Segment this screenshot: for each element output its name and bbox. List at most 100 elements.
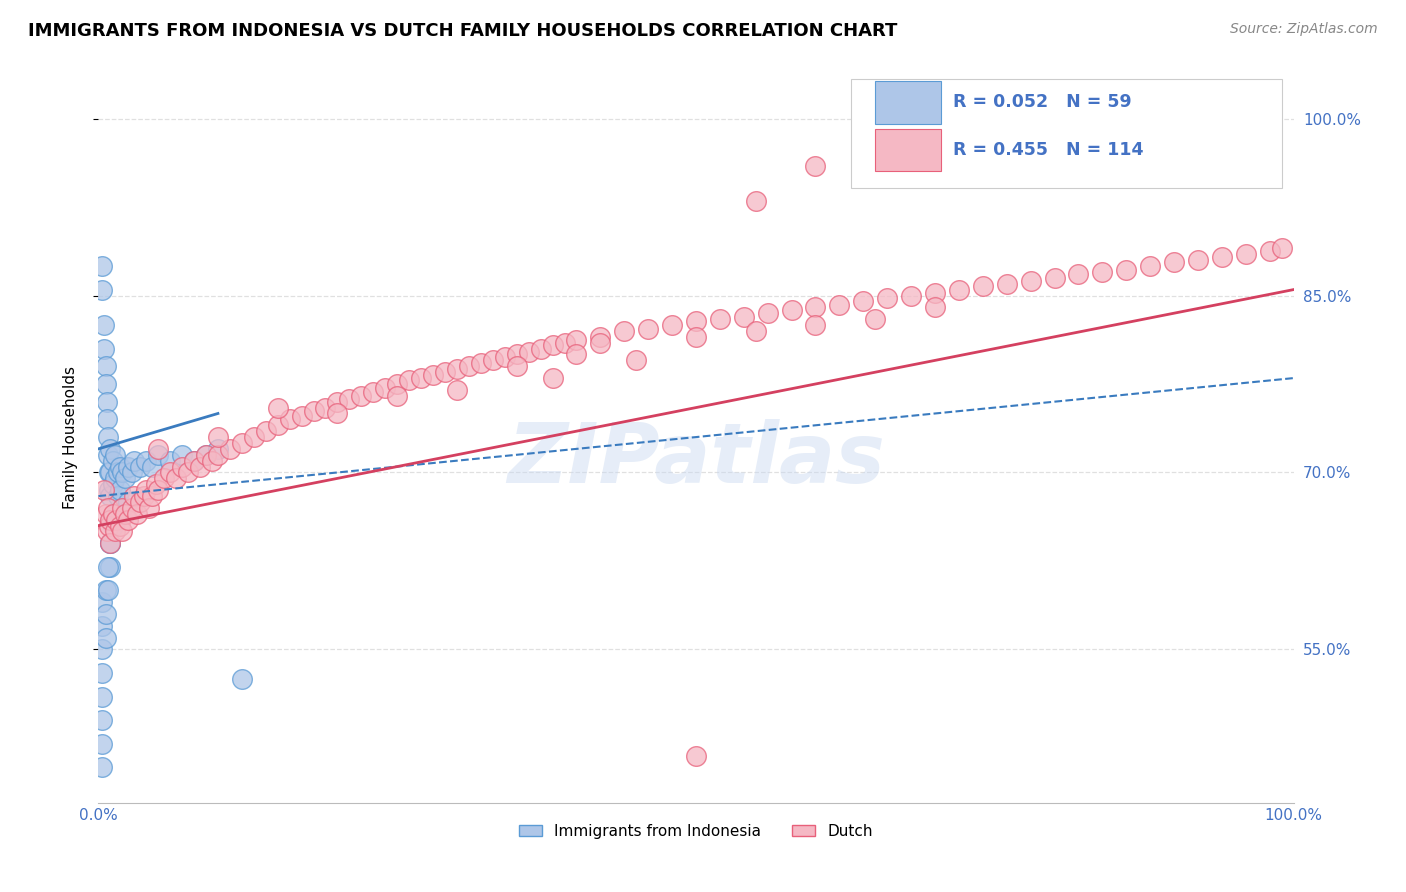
- Point: [1211, 250, 1233, 264]
- Point: [104, 524, 127, 539]
- Point: [98, 536, 122, 550]
- Point: [411, 371, 433, 385]
- Point: [107, 489, 129, 503]
- Point: [339, 392, 361, 407]
- Point: [326, 407, 349, 421]
- Point: [159, 466, 181, 480]
- Point: [530, 342, 553, 356]
- Point: [1139, 259, 1161, 273]
- Point: [780, 302, 803, 317]
- Point: [972, 279, 994, 293]
- Point: [804, 318, 827, 332]
- Point: [876, 291, 898, 305]
- Point: [1115, 262, 1137, 277]
- Text: Source: ZipAtlas.com: Source: ZipAtlas.com: [1230, 22, 1378, 37]
- Point: [481, 353, 505, 368]
- Point: [494, 350, 516, 364]
- Point: [589, 330, 612, 344]
- Point: [93, 483, 115, 498]
- Point: [153, 471, 176, 485]
- Point: [506, 347, 529, 361]
- Point: [685, 330, 707, 344]
- Point: [132, 489, 155, 503]
- Point: [195, 448, 218, 462]
- Point: [111, 500, 134, 515]
- Point: [111, 466, 134, 480]
- FancyBboxPatch shape: [876, 128, 941, 171]
- Point: [1258, 244, 1281, 258]
- Point: [804, 301, 827, 315]
- Point: [709, 312, 731, 326]
- Point: [195, 448, 218, 462]
- Point: [745, 194, 768, 208]
- Point: [924, 286, 946, 301]
- Point: [231, 672, 253, 686]
- Point: [207, 430, 229, 444]
- Point: [97, 500, 120, 515]
- Point: [470, 356, 492, 370]
- Point: [207, 442, 229, 456]
- Point: [91, 713, 114, 727]
- Point: [97, 448, 120, 462]
- Point: [104, 448, 127, 462]
- Text: IMMIGRANTS FROM INDONESIA VS DUTCH FAMILY HOUSEHOLDS CORRELATION CHART: IMMIGRANTS FROM INDONESIA VS DUTCH FAMIL…: [28, 22, 897, 40]
- Point: [117, 513, 139, 527]
- Text: R = 0.455   N = 114: R = 0.455 N = 114: [953, 141, 1143, 159]
- Point: [98, 518, 121, 533]
- Point: [541, 338, 564, 352]
- Point: [1234, 247, 1257, 261]
- Point: [129, 495, 152, 509]
- Text: R = 0.052   N = 59: R = 0.052 N = 59: [953, 94, 1132, 112]
- Point: [124, 489, 146, 503]
- Point: [422, 368, 444, 382]
- Point: [243, 430, 266, 444]
- Point: [94, 359, 117, 374]
- Point: [108, 459, 131, 474]
- Point: [446, 361, 468, 376]
- Point: [613, 324, 636, 338]
- Point: [254, 424, 277, 438]
- Point: [98, 442, 122, 456]
- Point: [159, 453, 181, 467]
- Point: [948, 283, 970, 297]
- Point: [828, 298, 851, 312]
- Point: [111, 524, 134, 539]
- Point: [267, 401, 290, 415]
- Point: [98, 489, 122, 503]
- Point: [1019, 274, 1042, 288]
- Point: [107, 466, 129, 480]
- Point: [91, 690, 114, 704]
- Point: [104, 471, 127, 485]
- Point: [108, 518, 131, 533]
- Point: [94, 607, 117, 621]
- Point: [506, 359, 529, 374]
- Point: [91, 595, 114, 609]
- Point: [745, 324, 768, 338]
- Point: [91, 666, 114, 681]
- Point: [517, 345, 540, 359]
- Point: [97, 430, 120, 444]
- Point: [97, 559, 120, 574]
- Point: [148, 483, 170, 498]
- Point: [374, 380, 396, 394]
- Point: [91, 737, 114, 751]
- Point: [733, 310, 755, 324]
- Point: [98, 559, 122, 574]
- Point: [138, 500, 160, 515]
- Point: [1091, 265, 1114, 279]
- Y-axis label: Family Households: Family Households: [63, 366, 77, 508]
- Point: [385, 376, 409, 391]
- Point: [637, 321, 659, 335]
- Point: [1067, 267, 1090, 281]
- Point: [385, 389, 409, 403]
- Point: [172, 448, 194, 462]
- Point: [91, 642, 114, 657]
- Point: [94, 583, 117, 598]
- Point: [804, 159, 827, 173]
- Point: [141, 459, 163, 474]
- Point: [145, 477, 167, 491]
- Point: [117, 495, 139, 509]
- Point: [96, 524, 118, 539]
- Point: [98, 466, 121, 480]
- Point: [865, 312, 887, 326]
